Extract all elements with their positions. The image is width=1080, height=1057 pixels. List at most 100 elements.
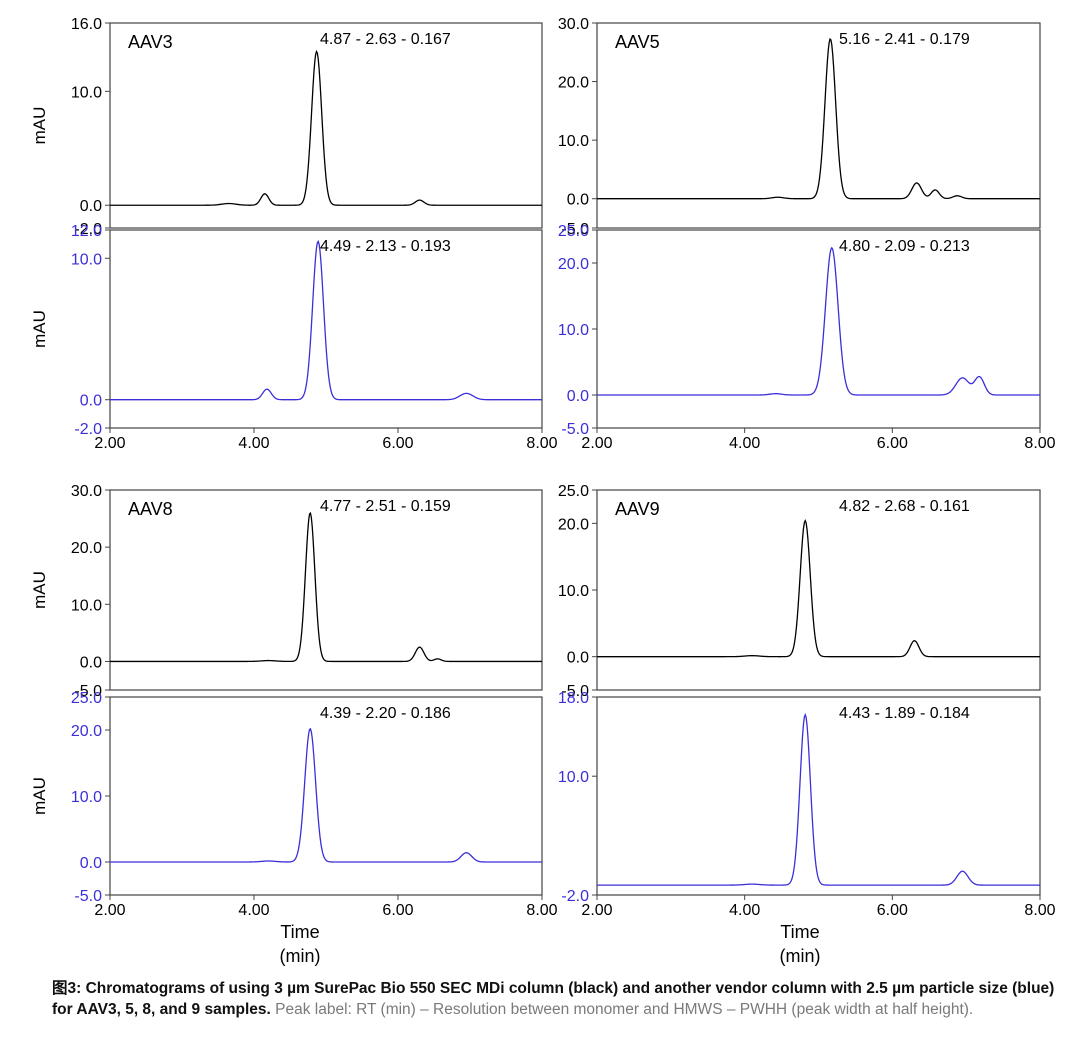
plot-frame bbox=[109, 22, 543, 229]
y-tick-label: 0.0 bbox=[80, 198, 102, 215]
chromatogram-trace bbox=[597, 37, 1040, 200]
blue-trace-panel: 25.0 20.0 10.0 0.0 -5.0 mAU 4.39 - 2.20 - 0.18… bbox=[30, 690, 558, 919]
y-axis-label: mAU bbox=[30, 571, 49, 609]
sample-name: AAV3 bbox=[128, 32, 173, 52]
peak-label: 4.43 - 1.89 - 0.184 bbox=[839, 705, 970, 722]
chromatogram-trace bbox=[597, 246, 1040, 396]
y-tick-label: -5.0 bbox=[561, 421, 589, 438]
chromatogram-trace bbox=[110, 511, 542, 663]
y-tick-label: -5.0 bbox=[74, 683, 102, 700]
plot-frame bbox=[596, 22, 1041, 229]
y-tick-label: 0.0 bbox=[80, 855, 102, 872]
y-axis-label: mAU bbox=[30, 777, 49, 815]
plot-frame bbox=[596, 229, 1041, 429]
y-tick-label: 25.0 bbox=[558, 483, 589, 500]
sample-name: AAV8 bbox=[128, 499, 173, 519]
peak-label: 4.49 - 2.13 - 0.193 bbox=[320, 238, 451, 255]
x-tick-label: 4.00 bbox=[729, 435, 760, 452]
figure-caption: 图3: Chromatograms of using 3 µm SurePac … bbox=[52, 978, 1062, 1020]
black-trace-panel: 25.0 20.0 10.0 0.0 -5.0 4.82 - 2.68 - 0.161 AA… bbox=[558, 483, 1041, 700]
y-tick-label: 0.0 bbox=[567, 192, 589, 209]
y-tick-label: 30.0 bbox=[558, 16, 589, 33]
y-tick-label: 10.0 bbox=[71, 597, 102, 614]
y-tick-label: 18.0 bbox=[558, 690, 589, 707]
chromatogram-trace bbox=[110, 49, 542, 206]
y-tick-label: -2.0 bbox=[561, 888, 589, 905]
y-tick-label: -5.0 bbox=[561, 683, 589, 700]
x-tick-label: 4.00 bbox=[238, 902, 269, 919]
y-tick-label: 20.0 bbox=[71, 723, 102, 740]
y-tick-label: -2.0 bbox=[74, 221, 102, 238]
black-trace-panel: 30.0 20.0 10.0 0.0 -5.0 5.16 - 2.41 - 0.179 AA… bbox=[558, 16, 1041, 238]
plot-frame bbox=[109, 229, 543, 429]
y-tick-label: 20.0 bbox=[558, 75, 589, 92]
chart-aav5: 30.0 20.0 10.0 0.0 -5.0 5.16 - 2.41 - 0.179 AA… bbox=[558, 16, 1056, 452]
x-tick-label: 6.00 bbox=[382, 902, 413, 919]
sample-name: AAV5 bbox=[615, 32, 660, 52]
x-tick-label: 2.00 bbox=[581, 435, 612, 452]
y-tick-label: 30.0 bbox=[71, 483, 102, 500]
y-tick-label: 25.0 bbox=[558, 223, 589, 240]
chromatogram-trace bbox=[110, 727, 542, 863]
y-tick-label: 10.0 bbox=[558, 133, 589, 150]
y-tick-label: 10.0 bbox=[71, 84, 102, 101]
peak-label: 4.87 - 2.63 - 0.167 bbox=[320, 31, 451, 48]
x-tick-label: 2.00 bbox=[94, 902, 125, 919]
chromatogram-trace bbox=[597, 712, 1040, 886]
y-tick-label: 10.0 bbox=[71, 789, 102, 806]
x-tick-label: 2.00 bbox=[581, 902, 612, 919]
chart-aav9: 25.0 20.0 10.0 0.0 -5.0 4.82 - 2.68 - 0.161 AA… bbox=[558, 483, 1056, 966]
blue-trace-panel: 12.0 10.0 0.0 -2.0 mAU 4.49 - 2.13 - 0.193 2.0… bbox=[30, 223, 558, 452]
y-tick-label: -2.0 bbox=[74, 421, 102, 438]
x-tick-label: 4.00 bbox=[729, 902, 760, 919]
y-tick-label: 10.0 bbox=[558, 769, 589, 786]
peak-label: 4.80 - 2.09 - 0.213 bbox=[839, 238, 970, 255]
x-axis-unit: (min) bbox=[780, 946, 821, 966]
caption-figure-number: 图3 bbox=[52, 980, 77, 997]
plot-frame bbox=[596, 696, 1041, 896]
caption-peak-label-note: Peak label: RT (min) – Resolution betwee… bbox=[275, 1001, 974, 1018]
y-tick-label: 16.0 bbox=[71, 16, 102, 33]
chromatogram-trace bbox=[110, 239, 542, 401]
chart-aav8: 30.0 20.0 10.0 0.0 -5.0 mAU 4.77 - 2.51 - 0.15… bbox=[30, 483, 558, 966]
black-trace-panel: 30.0 20.0 10.0 0.0 -5.0 mAU 4.77 - 2.51 - 0.15… bbox=[30, 483, 543, 700]
caption-separator: : bbox=[76, 980, 86, 997]
sample-name: AAV9 bbox=[615, 499, 660, 519]
x-tick-label: 6.00 bbox=[382, 435, 413, 452]
x-tick-label: 8.00 bbox=[526, 435, 557, 452]
x-tick-label: 6.00 bbox=[877, 435, 908, 452]
peak-label: 4.39 - 2.20 - 0.186 bbox=[320, 705, 451, 722]
peak-label: 4.82 - 2.68 - 0.161 bbox=[839, 498, 970, 515]
plot-frame bbox=[596, 489, 1041, 691]
y-tick-label: 0.0 bbox=[80, 393, 102, 410]
y-tick-label: 0.0 bbox=[80, 654, 102, 671]
black-trace-panel: 16.0 10.0 0.0 -2.0 mAU 4.87 - 2.63 - 0.167 AAV… bbox=[30, 16, 543, 238]
x-tick-label: 6.00 bbox=[877, 902, 908, 919]
y-tick-label: 20.0 bbox=[558, 256, 589, 273]
y-tick-label: 25.0 bbox=[71, 690, 102, 707]
x-axis-unit: (min) bbox=[280, 946, 321, 966]
plot-frame bbox=[109, 489, 543, 691]
x-tick-label: 8.00 bbox=[1024, 902, 1055, 919]
x-tick-label: 4.00 bbox=[238, 435, 269, 452]
blue-trace-panel: 18.0 10.0 -2.0 4.43 - 1.89 - 0.184 2.00 4.00 6… bbox=[558, 690, 1056, 919]
y-tick-label: 0.0 bbox=[567, 388, 589, 405]
y-tick-label: 12.0 bbox=[71, 223, 102, 240]
chart-aav3: 16.0 10.0 0.0 -2.0 mAU 4.87 - 2.63 - 0.167 AAV… bbox=[30, 16, 558, 452]
plot-frame bbox=[109, 696, 543, 896]
peak-label: 4.77 - 2.51 - 0.159 bbox=[320, 498, 451, 515]
chromatogram-figure: 16.0 10.0 0.0 -2.0 mAU 4.87 - 2.63 - 0.167 AAV… bbox=[30, 16, 1056, 966]
y-tick-label: -5.0 bbox=[561, 221, 589, 238]
blue-trace-panel: 25.0 20.0 10.0 0.0 -5.0 4.80 - 2.09 - 0.213 2.… bbox=[558, 223, 1056, 452]
y-tick-label: 10.0 bbox=[71, 251, 102, 268]
y-axis-label: mAU bbox=[30, 107, 49, 145]
y-tick-label: 0.0 bbox=[567, 650, 589, 667]
y-tick-label: 20.0 bbox=[71, 540, 102, 557]
y-tick-label: 10.0 bbox=[558, 583, 589, 600]
y-tick-label: 10.0 bbox=[558, 322, 589, 339]
x-tick-label: 2.00 bbox=[94, 435, 125, 452]
caption-main-text: Chromatograms of using 3 µm SurePac Bio … bbox=[52, 980, 1055, 1018]
y-tick-label: 20.0 bbox=[558, 516, 589, 533]
x-tick-label: 8.00 bbox=[526, 902, 557, 919]
x-axis-label: Time bbox=[280, 922, 319, 942]
